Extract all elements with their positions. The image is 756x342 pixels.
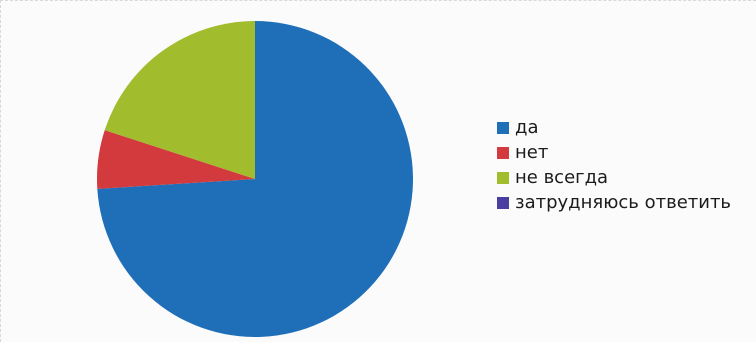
legend-item-net: нет [497, 140, 731, 165]
legend-label-ne-vsegda: не всегда [515, 166, 609, 188]
pie-slice-0 [97, 21, 413, 338]
legend-item-zatrudnyayus: затрудняюсь ответить [497, 190, 731, 215]
legend-swatch-da [497, 121, 509, 134]
legend-item-da: да [497, 115, 731, 140]
pie-slice-2 [104, 21, 255, 179]
legend-item-ne-vsegda: не всегда [497, 165, 731, 190]
legend-swatch-zatrudnyayus [497, 196, 509, 209]
legend-label-net: нет [515, 141, 549, 163]
legend-swatch-net [497, 146, 509, 159]
pie-slice-1 [96, 130, 256, 189]
legend-label-zatrudnyayus: затрудняюсь ответить [515, 191, 732, 213]
chart-legend: да нет не всегда затрудняюсь ответить [497, 115, 731, 215]
legend-label-da: да [515, 116, 539, 138]
legend-swatch-ne-vsegda [497, 171, 509, 184]
